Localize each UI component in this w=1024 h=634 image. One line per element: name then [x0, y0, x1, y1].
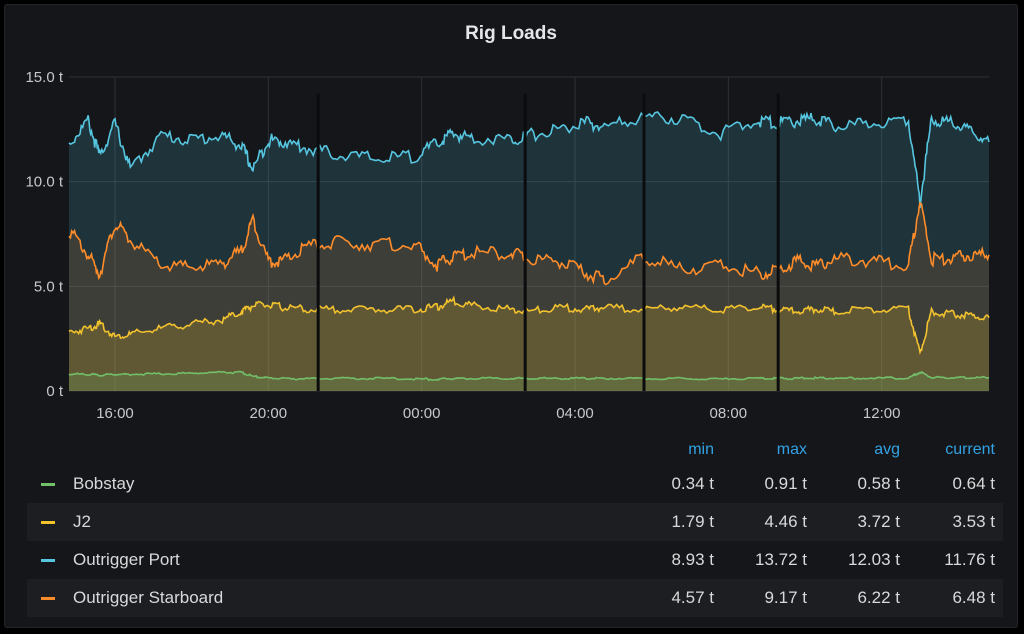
y-tick-label: 5.0 t [34, 278, 64, 295]
series-max: 13.72 t [755, 550, 807, 569]
x-tick-label: 00:00 [403, 405, 441, 422]
series-line-outrigger-port[interactable] [68, 111, 990, 208]
legend-row-outrigger-starboard[interactable]: Outrigger Starboard 4.57 t 9.17 t 6.22 t… [27, 579, 1003, 617]
legend-row-bobstay[interactable]: Bobstay 0.34 t 0.91 t 0.58 t 0.64 t [27, 465, 1003, 503]
series-min: 1.79 t [671, 512, 714, 531]
y-tick-label: 15.0 t [25, 69, 63, 86]
series-min: 0.34 t [671, 474, 714, 493]
series-current: 0.64 t [952, 474, 995, 493]
legend-row-outrigger-port[interactable]: Outrigger Port 8.93 t 13.72 t 12.03 t 11… [27, 541, 1003, 579]
series-current: 11.76 t [944, 550, 995, 569]
series-min: 4.57 t [671, 588, 714, 607]
series-avg: 0.58 t [857, 474, 900, 493]
series-line-outrigger-starboard[interactable] [68, 201, 990, 286]
series-line-bobstay[interactable] [68, 370, 990, 382]
legend-header-max[interactable]: max [776, 441, 807, 458]
series-max: 4.46 t [764, 512, 807, 531]
legend-header-min[interactable]: min [688, 441, 714, 458]
x-tick-label: 08:00 [710, 405, 748, 422]
x-tick-label: 04:00 [556, 405, 594, 422]
y-tick-label: 10.0 t [25, 174, 63, 191]
x-tick-label: 16:00 [96, 405, 134, 422]
series-current: 6.48 t [952, 588, 995, 607]
x-tick-label: 20:00 [250, 405, 288, 422]
series-name[interactable]: J2 [73, 512, 91, 531]
series-avg: 6.22 t [857, 588, 900, 607]
series-area-j2 [69, 297, 989, 391]
x-tick-label: 12:00 [863, 405, 901, 422]
legend-table: min max avg current Bobstay 0.34 t 0.91 … [27, 437, 1003, 617]
legend-header-current[interactable]: current [945, 441, 995, 458]
legend-header: min max avg current [27, 437, 1003, 465]
series-color-swatch[interactable] [41, 559, 55, 562]
series-avg: 3.72 t [857, 512, 900, 531]
rig-loads-chart: 0 t 5.0 t 10.0 t 15.0 t 16:00 20:00 00:00 04:00… [25, 69, 990, 422]
series-color-swatch[interactable] [41, 597, 55, 600]
y-tick-label: 0 t [46, 383, 64, 400]
series-max: 9.17 t [764, 588, 807, 607]
series-area-outrigger-starboard [69, 202, 989, 391]
series-color-swatch[interactable] [41, 521, 55, 524]
series-line-j2[interactable] [68, 295, 990, 356]
series-name[interactable]: Outrigger Port [73, 550, 180, 569]
legend-header-avg[interactable]: avg [874, 441, 900, 458]
series-max: 0.91 t [764, 474, 807, 493]
panel-title[interactable]: Rig Loads [465, 23, 557, 44]
series-color-swatch[interactable] [41, 483, 55, 486]
series-area-bobstay [69, 371, 989, 391]
series-avg: 12.03 t [848, 550, 900, 569]
graph-panel: Rig Loads 0 t 5.0 t 10.0 t 15.0 t 16:00 20:00… [4, 4, 1018, 628]
series-current: 3.53 t [952, 512, 995, 531]
legend-row-j2[interactable]: J2 1.79 t 4.46 t 3.72 t 3.53 t [27, 503, 1003, 541]
series-name[interactable]: Bobstay [73, 474, 135, 493]
series-min: 8.93 t [671, 550, 714, 569]
series-area-outrigger-port [69, 112, 989, 391]
series-name[interactable]: Outrigger Starboard [73, 588, 224, 607]
